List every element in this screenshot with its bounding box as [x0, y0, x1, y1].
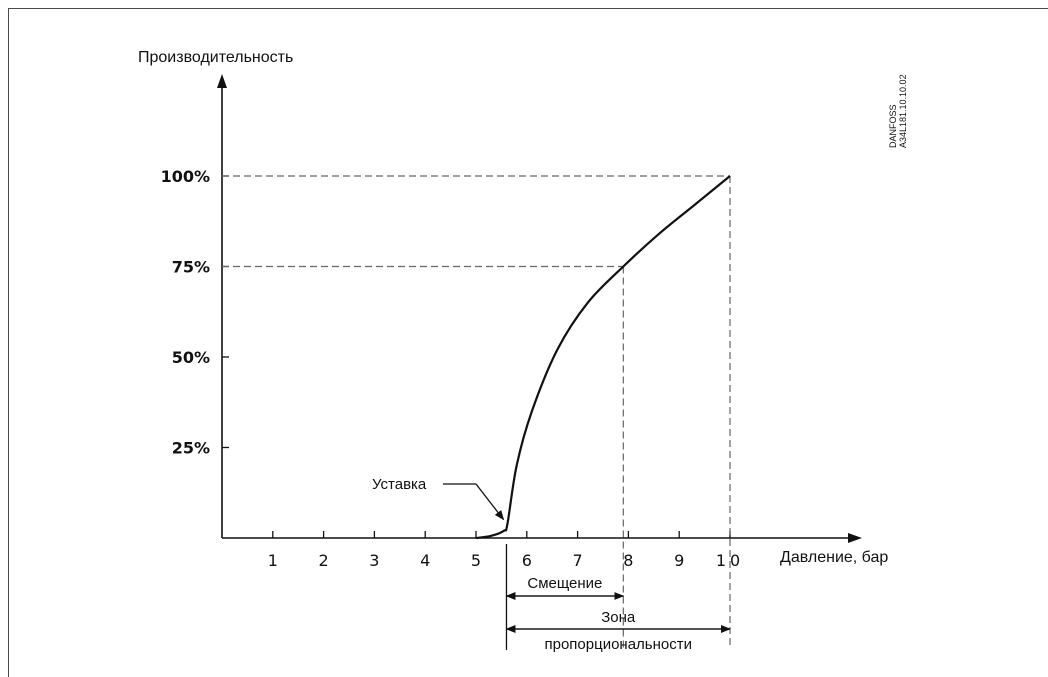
- x-axis-arrow-icon: [848, 533, 862, 543]
- y-tick-label: 25%: [172, 439, 210, 458]
- x-tick-label: 3: [369, 551, 379, 570]
- y-axis-arrow-icon: [217, 74, 227, 88]
- code-line-2: A34L181.10.10.02: [898, 74, 908, 148]
- y-tick-label: 100%: [161, 167, 210, 186]
- figure-frame: [8, 8, 1048, 677]
- y-tick-label: 75%: [172, 258, 210, 277]
- x-tick-label: 7: [573, 551, 583, 570]
- code-line-1: DANFOSS: [888, 104, 898, 148]
- x-tick-label: 4: [420, 551, 430, 570]
- x-tick-label: 2: [319, 551, 329, 570]
- x-tick-label: 10: [716, 551, 744, 570]
- prop-zone-label-1: Зона: [601, 609, 636, 626]
- x-tick-label: 8: [623, 551, 633, 570]
- y-tick-label: 50%: [172, 348, 210, 367]
- offset-label: Смещение: [527, 575, 602, 592]
- setpoint-arrow: [475, 483, 505, 521]
- y-axis-title: Производительность: [138, 49, 293, 66]
- x-tick-label: 5: [471, 551, 481, 570]
- drawing-code: DANFOSS A34L181.10.10.02: [888, 74, 908, 148]
- x-tick-label: 9: [674, 551, 684, 570]
- capacity-curve: [475, 175, 731, 540]
- setpoint-label: Уставка: [372, 476, 427, 493]
- prop-zone-label-2: пропорциональности: [544, 636, 692, 653]
- x-tick-label: 1: [268, 551, 278, 570]
- x-tick-label: 6: [522, 551, 532, 570]
- x-axis-title: Давление, бар: [780, 549, 888, 566]
